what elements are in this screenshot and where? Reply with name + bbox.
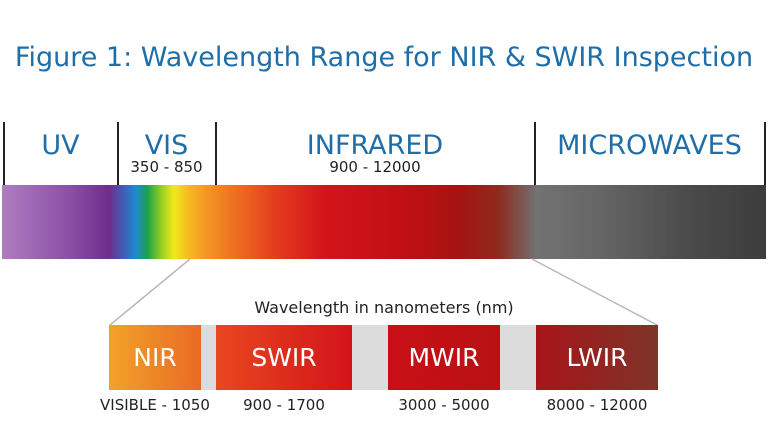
lwir-band-box: LWIR: [536, 325, 658, 390]
spectrum-bar: [2, 185, 766, 259]
band-divider: [3, 122, 5, 185]
swir-band-box: SWIR: [216, 325, 352, 390]
lwir-label: LWIR: [566, 343, 628, 372]
mwir-range: 3000 - 5000: [398, 396, 490, 414]
band-divider: [117, 122, 119, 185]
mwir-label: MWIR: [408, 343, 480, 372]
band-label-infrared: INFRARED: [306, 130, 444, 161]
band-divider: [764, 122, 766, 185]
swir-range: 900 - 1700: [243, 396, 325, 414]
nir-range: VISIBLE - 1050: [100, 396, 210, 414]
band-label-uv: UV: [41, 130, 80, 161]
band-range-infrared: 900 - 12000: [329, 158, 421, 176]
figure-title: Figure 1: Wavelength Range for NIR & SWI…: [14, 42, 754, 73]
band-label-microwaves: MICROWAVES: [557, 130, 742, 161]
band-label-vis: VIS: [144, 130, 189, 161]
band-divider: [215, 122, 217, 185]
lwir-range: 8000 - 12000: [546, 396, 648, 414]
nir-label: NIR: [133, 343, 177, 372]
nir-band-box: NIR: [109, 325, 201, 390]
band-divider: [534, 122, 536, 185]
band-range-vis: 350 - 850: [130, 158, 203, 176]
mwir-band-box: MWIR: [388, 325, 500, 390]
axis-caption: Wavelength in nanometers (nm): [254, 298, 514, 317]
swir-label: SWIR: [251, 343, 317, 372]
